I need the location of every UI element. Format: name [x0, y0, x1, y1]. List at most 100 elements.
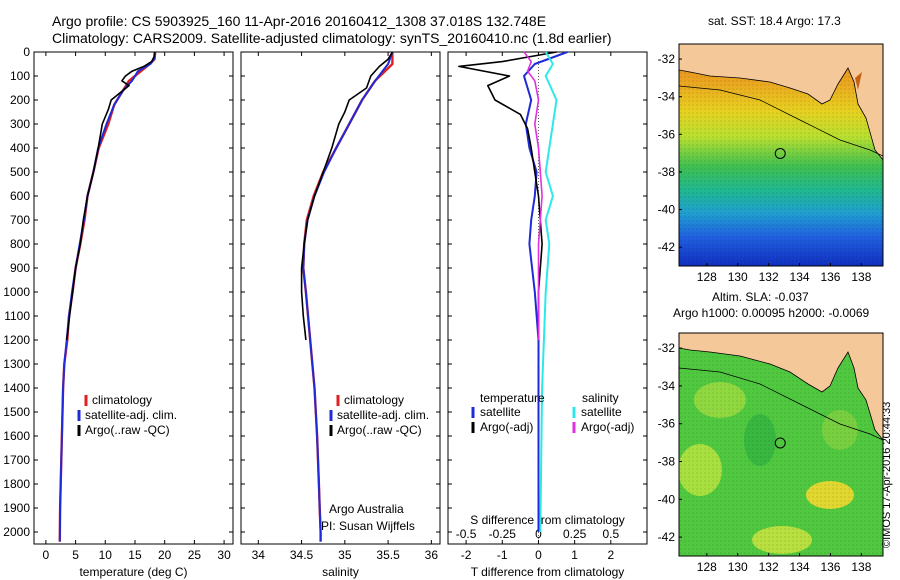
legend-label-temp-satellite: satellite [480, 405, 521, 419]
legend-label-argo: Argo(..raw -QC) [85, 423, 170, 437]
isobath-line [679, 367, 883, 441]
x-axis-label: temperature (deg C) [79, 565, 187, 579]
map-y-tick-label: -36 [658, 417, 676, 431]
header-line2: Climatology: CARS2009. Satellite-adjuste… [52, 30, 612, 46]
x-tick-label: -2 [461, 548, 472, 562]
profile-location-marker [774, 437, 786, 449]
header-line1: Argo profile: CS 5903925_160 11-Apr-2016… [52, 13, 546, 29]
map-x-tick-label: 136 [820, 270, 840, 284]
land-gulf [855, 72, 862, 90]
map-y-tick-label: -32 [658, 341, 676, 355]
series-line [458, 51, 557, 340]
y-tick-label: 1500 [3, 405, 30, 419]
series-line [300, 51, 394, 341]
temperature-legend: climatology satellite-adj. clim. Argo(..… [77, 393, 177, 437]
x-tick-label: -1 [497, 548, 508, 562]
sla-map: Altim. SLA: -0.037 Argo h1000: 0.00095 h… [658, 290, 884, 574]
x-tick-label: 36 [425, 548, 439, 562]
land-mass [679, 333, 883, 441]
y-tick-label: 1700 [3, 453, 30, 467]
y-tick-label: 500 [10, 165, 30, 179]
legend-label-satellite: satellite-adj. clim. [85, 408, 177, 422]
y-tick-label: 1300 [3, 357, 30, 371]
sst-map-axes: 128 130 132 134 136 138 -32 -34 -36 -38 -40 -42 [658, 52, 872, 284]
legend-label-climatology: climatology [92, 393, 152, 407]
series-line [65, 51, 156, 341]
x-tick-label: 0 [535, 548, 542, 562]
x-axis-label: T difference from climatology [471, 565, 625, 579]
sla-map-title1: Altim. SLA: -0.037 [712, 290, 809, 304]
y-tick-label: 1600 [3, 429, 30, 443]
y-tick-label: 1000 [3, 285, 30, 299]
y-tick-label: 1900 [3, 501, 30, 515]
timestamp-stamp: ©IMOS 17-Apr-2016 20:44:33 [881, 401, 893, 548]
map-x-tick-label: 134 [790, 560, 810, 574]
y-tick-label: 900 [10, 261, 30, 275]
inner-axis-label: S difference from climatology [470, 513, 625, 527]
map-y-tick-label: -40 [658, 492, 676, 506]
series-line [539, 51, 558, 533]
y-tick-label: 1400 [3, 381, 30, 395]
top-x-tick-label: 0 [535, 527, 542, 541]
y-tick-label: 600 [10, 189, 30, 203]
map-y-tick-label: -32 [658, 52, 676, 66]
sst-map-title: sat. SST: 18.4 Argo: 17.3 [708, 14, 841, 28]
x-tick-label: 2 [607, 548, 614, 562]
map-x-tick-label: 130 [728, 270, 748, 284]
y-tick-label: 1100 [4, 309, 30, 323]
y-tick-label: 200 [10, 93, 30, 107]
map-x-tick-label: 134 [790, 270, 810, 284]
map-y-tick-label: -40 [658, 203, 676, 217]
map-y-tick-label: -36 [658, 127, 676, 141]
land-mass [679, 44, 883, 161]
x-tick-label: 35 [338, 548, 352, 562]
top-x-tick-label: 0.25 [563, 527, 587, 541]
map-x-tick-label: 138 [851, 270, 871, 284]
isobath-line [679, 85, 883, 157]
difference-legend: temperature salinity satellite satellite… [471, 391, 634, 434]
series-line [523, 51, 543, 340]
x-tick-label: 10 [99, 548, 113, 562]
profile-location-marker [774, 147, 786, 159]
y-tick-label: 1800 [3, 477, 30, 491]
sla-map-frame [678, 332, 884, 557]
x-tick-label: 1 [571, 548, 578, 562]
difference-profile-panel: -2 -1 0 1 2 T difference from climatology -0.5… [447, 51, 648, 579]
y-tick-label: 700 [10, 213, 30, 227]
map-x-tick-label: 132 [759, 270, 779, 284]
salinity-profile-panel: 34 34.5 35 35.5 36 salinity [240, 51, 441, 579]
map-y-tick-label: -34 [658, 379, 676, 393]
map-y-tick-label: -34 [658, 90, 676, 104]
x-tick-label: 0 [43, 548, 50, 562]
y-tick-label: 800 [10, 237, 30, 251]
x-tick-label: 15 [128, 548, 142, 562]
temperature-profile-panel: 0100200300400500600700800900100011001200… [3, 45, 234, 579]
legend-label-sal-satellite: satellite [581, 405, 622, 419]
y-tick-label: 400 [10, 141, 30, 155]
map-x-tick-label: 132 [759, 560, 779, 574]
y-tick-label: 300 [10, 117, 30, 131]
x-tick-label: 5 [72, 548, 79, 562]
plot-frame [447, 51, 648, 545]
y-tick-label: 2000 [3, 525, 30, 539]
sla-map-axes: 128 130 132 134 136 138 -32 -34 -36 -38 -40 -42 [658, 341, 872, 574]
x-tick-label: 34.5 [290, 548, 314, 562]
map-x-tick-label: 128 [697, 270, 717, 284]
credit-line2: PI: Susan Wijffels [321, 519, 415, 533]
salinity-legend: climatology satellite-adj. clim. Argo(..… [329, 393, 429, 437]
top-x-tick-label: -0.25 [489, 527, 517, 541]
x-axis-label: salinity [322, 565, 359, 579]
legend-label-temp-argo: Argo(-adj) [480, 420, 533, 434]
sst-map: sat. SST: 18.4 Argo: 17.3 [658, 14, 884, 284]
series-line [58, 51, 157, 542]
map-y-tick-label: -38 [658, 455, 676, 469]
sla-map-title2: Argo h1000: 0.00095 h2000: -0.0069 [673, 306, 869, 320]
y-tick-label: 1200 [3, 333, 30, 347]
top-x-tick-label: -0.5 [456, 527, 477, 541]
x-tick-label: 20 [158, 548, 172, 562]
x-tick-label: 25 [188, 548, 202, 562]
legend-title-temperature: temperature [480, 391, 545, 405]
sla-texture [679, 333, 883, 556]
plot-frame [33, 51, 234, 545]
map-y-tick-label: -38 [658, 165, 676, 179]
